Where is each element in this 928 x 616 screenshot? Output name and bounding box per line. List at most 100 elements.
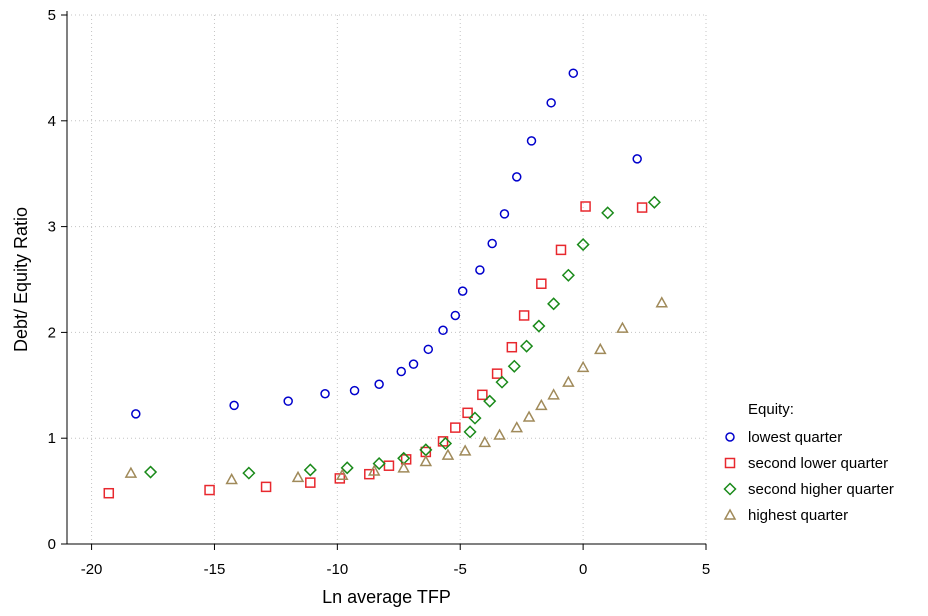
y-tick-label: 2 <box>48 324 56 341</box>
data-point <box>438 325 448 336</box>
legend: Equity: lowest quarter second lower quart… <box>723 401 894 524</box>
y-axis-title: Debt/ Equity Ratio <box>11 207 31 352</box>
data-point <box>520 339 534 353</box>
data-point <box>499 209 510 219</box>
data-point <box>526 136 537 146</box>
data-point <box>477 389 488 401</box>
data-point <box>546 98 556 108</box>
data-point <box>397 461 410 473</box>
data-point <box>632 154 642 164</box>
series-2 <box>144 195 661 480</box>
data-point <box>450 310 461 321</box>
data-point <box>547 297 561 311</box>
data-point <box>536 278 547 289</box>
data-point <box>124 466 138 478</box>
data-point <box>506 341 518 353</box>
data-point <box>372 457 386 471</box>
data-point <box>568 68 579 78</box>
data-point <box>364 468 375 480</box>
data-point <box>601 206 615 220</box>
data-point <box>616 321 629 333</box>
data-point <box>335 468 349 480</box>
data-point <box>512 172 522 182</box>
data-point <box>562 375 575 387</box>
x-tick-label: -15 <box>204 561 226 578</box>
y-tick-label: 5 <box>48 7 56 24</box>
data-point <box>423 344 434 355</box>
data-point <box>383 460 395 471</box>
data-point <box>374 379 384 389</box>
data-point <box>580 201 591 212</box>
legend-marker <box>723 482 737 496</box>
data-point <box>576 238 590 252</box>
data-point <box>475 265 485 275</box>
data-point <box>367 464 381 476</box>
data-point <box>555 244 567 256</box>
data-point <box>450 422 461 433</box>
data-point <box>636 202 648 213</box>
legend-marker <box>725 432 735 442</box>
data-point <box>419 454 433 467</box>
data-point <box>349 385 360 396</box>
series-3 <box>124 296 669 485</box>
x-tick-label: -20 <box>81 561 103 578</box>
data-point <box>507 359 521 373</box>
data-point <box>518 310 530 321</box>
data-point <box>532 319 546 333</box>
legend-title: Equity: <box>748 401 794 418</box>
data-point <box>340 461 354 475</box>
y-tick-label: 0 <box>48 536 56 553</box>
legend-label: second higher quarter <box>748 481 894 498</box>
data-point <box>510 421 524 433</box>
data-point <box>655 296 669 308</box>
data-point <box>204 484 215 496</box>
data-point <box>131 409 141 419</box>
data-point <box>463 425 477 439</box>
data-point <box>242 466 256 480</box>
data-point <box>478 435 492 448</box>
x-tick-label: -5 <box>454 561 467 578</box>
data-point <box>495 375 509 389</box>
data-point <box>225 472 238 485</box>
data-point <box>594 342 607 355</box>
data-point <box>320 389 330 399</box>
legend-marker <box>723 508 737 520</box>
legend-marker <box>724 457 736 469</box>
x-tick-label: -10 <box>327 561 349 578</box>
data-points <box>103 68 669 499</box>
data-point <box>493 428 506 440</box>
data-point <box>305 477 316 488</box>
legend-label: second lower quarter <box>748 455 888 472</box>
data-point <box>576 360 590 373</box>
data-point <box>647 195 661 209</box>
y-tick-label: 4 <box>48 113 56 130</box>
data-point <box>303 463 317 477</box>
data-point <box>283 396 293 406</box>
data-point <box>438 436 453 451</box>
data-point <box>229 400 239 411</box>
data-point <box>441 448 455 460</box>
y-tick-label: 3 <box>48 219 56 236</box>
data-point <box>291 470 305 483</box>
data-point <box>535 398 548 411</box>
data-point <box>458 444 472 456</box>
data-point <box>561 268 575 282</box>
data-point <box>487 238 497 249</box>
x-tick-label: 0 <box>579 561 587 578</box>
data-point <box>491 368 503 379</box>
series-1 <box>103 201 648 499</box>
data-point <box>522 410 536 422</box>
data-point <box>547 388 560 400</box>
series-0 <box>131 68 642 419</box>
data-point <box>260 481 272 493</box>
data-point <box>103 487 115 499</box>
data-point <box>457 286 468 296</box>
legend-label: highest quarter <box>748 507 848 524</box>
data-point <box>396 366 406 377</box>
data-point <box>468 411 482 425</box>
axes: 0 1 2 3 4 5 -20 -15 -10 -5 0 5 <box>48 7 711 578</box>
data-point <box>483 394 497 408</box>
x-axis-title: Ln average TFP <box>322 587 451 607</box>
